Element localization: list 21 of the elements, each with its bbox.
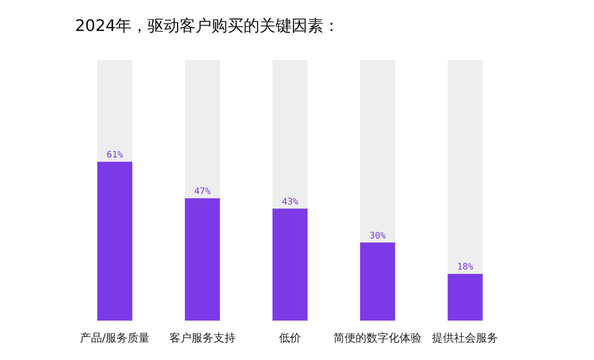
data-label: 47% bbox=[194, 187, 212, 198]
data-label: 18% bbox=[457, 262, 474, 273]
bar bbox=[272, 60, 308, 209]
x-tick-label: 简便的数字化体验 bbox=[334, 331, 422, 344]
data-label: 43% bbox=[282, 198, 299, 208]
x-tick-label: 提供社会服务 bbox=[432, 331, 498, 344]
bar bbox=[360, 60, 396, 243]
x-tick-label: 客户服务支持 bbox=[169, 331, 236, 344]
data-label: 30% bbox=[369, 231, 386, 242]
bar bbox=[360, 242, 396, 321]
bar bbox=[97, 60, 132, 162]
bar bbox=[184, 198, 220, 321]
bar bbox=[448, 60, 483, 274]
bar bbox=[97, 162, 132, 321]
chart-title: 2024年，驱动客户购买的关键因素： bbox=[75, 16, 340, 37]
bar bbox=[184, 60, 220, 198]
data-label: 61% bbox=[106, 150, 124, 161]
bar bbox=[448, 274, 483, 321]
x-tick-label: 产品/服务质量 bbox=[80, 331, 150, 344]
x-tick-label: 低价 bbox=[279, 331, 301, 344]
bar bbox=[272, 208, 308, 321]
